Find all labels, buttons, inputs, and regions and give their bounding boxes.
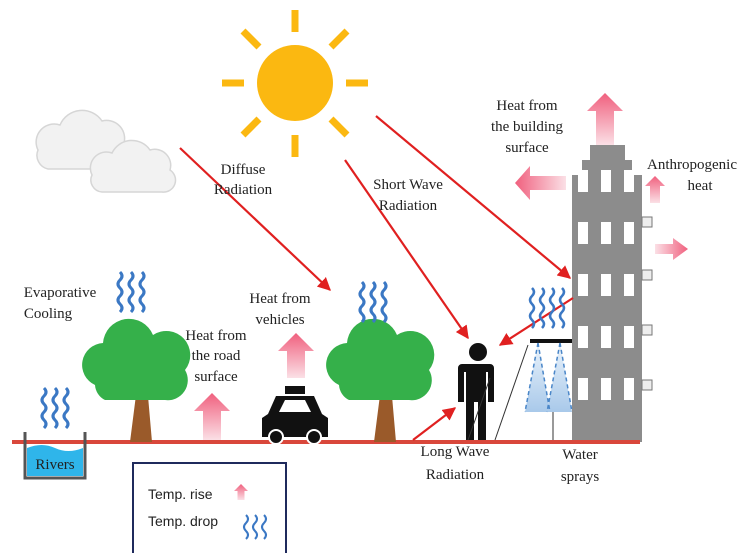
cooling-wave xyxy=(530,288,534,328)
water-sprayer xyxy=(525,341,572,412)
tree xyxy=(82,319,190,442)
cooling-wave xyxy=(382,282,386,322)
label: Heat from xyxy=(185,328,247,344)
cooling-wave xyxy=(129,272,133,312)
window xyxy=(578,326,588,348)
heat-arrow xyxy=(515,166,566,200)
cooling-wave xyxy=(360,282,364,322)
cooling-wave xyxy=(42,388,46,428)
label: heat xyxy=(688,178,714,194)
label: vehicles xyxy=(255,312,304,328)
label: Heat from xyxy=(496,98,558,114)
window xyxy=(601,326,611,348)
label: Radiation xyxy=(214,182,273,198)
cooling-wave xyxy=(118,272,122,312)
label: Long Wave xyxy=(421,444,490,460)
sun xyxy=(222,10,368,157)
label: Heat from xyxy=(249,291,311,307)
cooling-wave xyxy=(560,288,564,328)
window xyxy=(601,274,611,296)
window xyxy=(624,222,634,244)
legend-box xyxy=(133,463,286,553)
cooling-wave xyxy=(140,272,144,312)
ac-unit xyxy=(642,325,652,335)
label: Anthropogenic xyxy=(647,157,737,173)
cooling-wave xyxy=(53,388,57,428)
heat-arrow xyxy=(655,238,688,260)
legend-label: Temp. drop xyxy=(148,513,218,529)
cooling-wave xyxy=(64,388,68,428)
car xyxy=(262,386,328,444)
heat-arrow xyxy=(587,93,623,145)
label: Rivers xyxy=(35,457,74,473)
cooling-wave xyxy=(550,288,554,328)
window xyxy=(578,170,588,192)
label: Radiation xyxy=(379,198,438,214)
window xyxy=(601,170,611,192)
person xyxy=(458,343,494,440)
label: Water xyxy=(562,447,597,463)
window xyxy=(601,378,611,400)
heat-arrow xyxy=(278,333,314,378)
ac-unit xyxy=(642,217,652,227)
window xyxy=(624,274,634,296)
label: Short Wave xyxy=(373,177,443,193)
cooling-wave xyxy=(371,282,375,322)
window xyxy=(601,222,611,244)
label: surface xyxy=(194,369,238,385)
label: surface xyxy=(505,140,549,156)
ac-unit xyxy=(642,270,652,280)
window xyxy=(578,222,588,244)
label: Diffuse xyxy=(221,162,266,178)
legend-label: Temp. rise xyxy=(148,486,213,502)
window xyxy=(624,378,634,400)
cooling-wave xyxy=(540,288,544,328)
diagram: Temp. rise Temp. drop Diffuse Radiation … xyxy=(0,0,743,553)
label: Cooling xyxy=(24,306,73,322)
window xyxy=(578,378,588,400)
label: Evaporative xyxy=(24,285,97,301)
heat-arrow xyxy=(194,393,230,440)
label: Radiation xyxy=(426,467,485,483)
label: sprays xyxy=(561,469,599,485)
window xyxy=(578,274,588,296)
label: the building xyxy=(491,119,564,135)
window xyxy=(624,326,634,348)
tree xyxy=(326,319,434,442)
window xyxy=(624,170,634,192)
label: the road xyxy=(192,348,241,364)
ac-unit xyxy=(642,380,652,390)
heat-arrow xyxy=(645,176,665,203)
clouds xyxy=(36,110,175,192)
